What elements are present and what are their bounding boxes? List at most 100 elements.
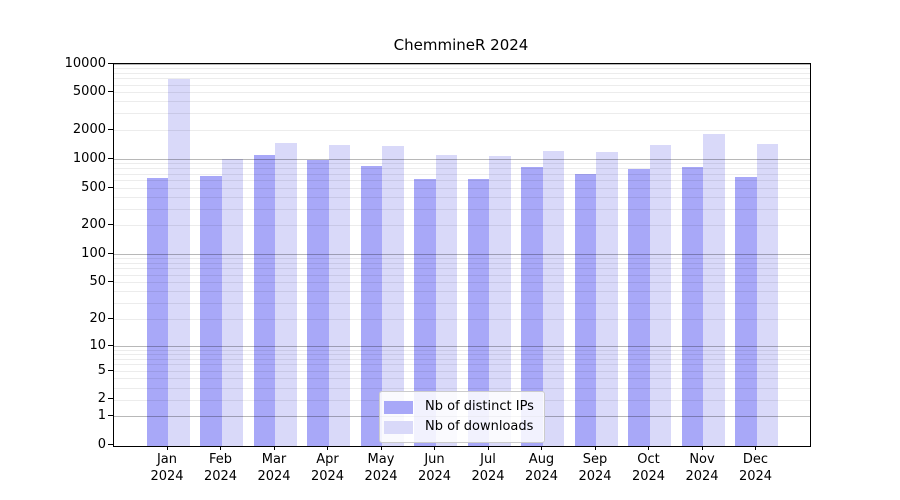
- bar-jun-downloads: [435, 154, 457, 446]
- x-axis-tick-label: Dec 2024: [738, 452, 773, 484]
- x-axis-tick: [434, 445, 435, 450]
- bar-jul-ips: [467, 179, 489, 446]
- x-axis-tick: [327, 445, 328, 450]
- y-axis-tick-label: 10000: [64, 55, 106, 71]
- x-axis-tick-label: May 2024: [364, 452, 398, 484]
- chart-title: ChemmineR 2024: [393, 36, 529, 54]
- x-axis-tick: [541, 445, 542, 450]
- y-axis-tick-label: 2000: [72, 122, 106, 138]
- bar-may-ips: [360, 165, 382, 446]
- minor-gridline: [114, 163, 810, 165]
- y-axis-tick-label: 1: [97, 408, 106, 424]
- legend-label: Nb of downloads: [425, 419, 534, 434]
- y-axis-tick-label: 2: [97, 391, 106, 407]
- bar-nov-downloads: [703, 134, 725, 446]
- minor-gridline: [114, 168, 810, 170]
- bar-dec-ips: [735, 176, 757, 446]
- y-axis-tick: [108, 317, 113, 319]
- y-axis-tick: [108, 157, 113, 159]
- y-axis-tick-label: 20: [89, 310, 106, 326]
- bar-apr-downloads: [328, 145, 350, 446]
- x-axis-tick: [487, 445, 489, 450]
- legend-label: Nb of distinct IPs: [425, 399, 534, 414]
- minor-gridline: [114, 187, 810, 189]
- minor-gridline: [114, 225, 810, 227]
- minor-gridline: [114, 196, 810, 198]
- y-axis-tick-label: 500: [81, 179, 106, 195]
- x-axis-tick-label: Jun 2024: [417, 452, 452, 484]
- minor-gridline: [114, 364, 810, 366]
- bar-jul-downloads: [489, 155, 511, 446]
- x-axis-tick: [701, 445, 703, 450]
- x-axis-tick-label: Sep 2024: [578, 452, 612, 484]
- minor-gridline: [114, 378, 810, 380]
- x-axis-tick-label: Nov 2024: [685, 452, 719, 484]
- minor-gridline: [114, 302, 810, 304]
- y-axis-tick-label: 10: [89, 337, 106, 353]
- y-axis-tick: [108, 369, 113, 371]
- y-axis-tick-label: 5: [97, 362, 106, 378]
- x-axis-tick-label: Aug 2024: [524, 452, 559, 484]
- minor-gridline: [114, 387, 810, 389]
- y-axis-tick: [108, 344, 113, 346]
- minor-gridline: [114, 262, 810, 264]
- bar-sep-ips: [574, 174, 596, 446]
- minor-gridline: [114, 179, 810, 181]
- major-gridline: [114, 345, 810, 347]
- y-axis-tick: [108, 224, 113, 226]
- minor-gridline: [114, 92, 810, 94]
- minor-gridline: [114, 349, 810, 351]
- y-axis-tick: [108, 415, 113, 417]
- bar-may-downloads: [382, 146, 404, 446]
- y-axis-tick: [108, 252, 113, 254]
- minor-gridline: [114, 208, 810, 210]
- bar-jan-downloads: [168, 78, 190, 446]
- y-axis-tick-label: 100: [81, 245, 106, 261]
- bar-apr-ips: [307, 160, 329, 446]
- minor-gridline: [114, 258, 810, 260]
- legend-swatch: [384, 420, 413, 434]
- minor-gridline: [114, 282, 810, 284]
- x-axis-tick: [594, 445, 596, 450]
- y-axis-tick: [108, 281, 113, 283]
- minor-gridline: [114, 130, 810, 132]
- bar-aug-ips: [521, 167, 543, 446]
- bar-sep-downloads: [596, 151, 618, 446]
- x-axis-tick-label: Mar 2024: [257, 452, 291, 484]
- x-axis-tick: [380, 445, 382, 450]
- y-axis-tick: [108, 186, 113, 188]
- minor-gridline: [114, 354, 810, 355]
- x-axis-tick: [273, 445, 275, 450]
- legend-item: Nb of distinct IPs: [384, 397, 534, 417]
- minor-gridline: [114, 268, 810, 270]
- legend: Nb of distinct IPs Nb of downloads: [379, 391, 545, 443]
- legend-item: Nb of downloads: [384, 417, 534, 437]
- major-gridline: [114, 158, 810, 160]
- y-axis-tick-label: 200: [81, 217, 106, 233]
- bar-feb-ips: [200, 175, 222, 446]
- bar-oct-ips: [628, 168, 650, 446]
- bar-dec-downloads: [756, 143, 778, 446]
- x-axis-tick: [166, 445, 168, 450]
- x-axis-tick-label: Jul 2024: [471, 452, 505, 484]
- major-gridline: [114, 253, 810, 255]
- legend-swatch: [384, 400, 413, 414]
- bar-aug-downloads: [542, 151, 564, 446]
- plot-area: [113, 63, 811, 447]
- minor-gridline: [114, 274, 810, 276]
- minor-gridline: [114, 113, 810, 115]
- minor-gridline: [114, 101, 810, 103]
- x-axis-tick-label: Apr 2024: [310, 452, 345, 484]
- minor-gridline: [114, 72, 810, 74]
- minor-gridline: [114, 358, 810, 360]
- x-axis-tick-label: Feb 2024: [203, 452, 238, 484]
- minor-gridline: [114, 291, 810, 293]
- x-axis-tick-label: Jan 2024: [150, 452, 184, 484]
- minor-gridline: [114, 370, 810, 372]
- y-axis-tick: [108, 444, 113, 445]
- y-axis-tick: [108, 398, 113, 400]
- y-axis-tick: [108, 62, 113, 64]
- y-axis-tick-label: 50: [89, 274, 106, 290]
- minor-gridline: [114, 318, 810, 320]
